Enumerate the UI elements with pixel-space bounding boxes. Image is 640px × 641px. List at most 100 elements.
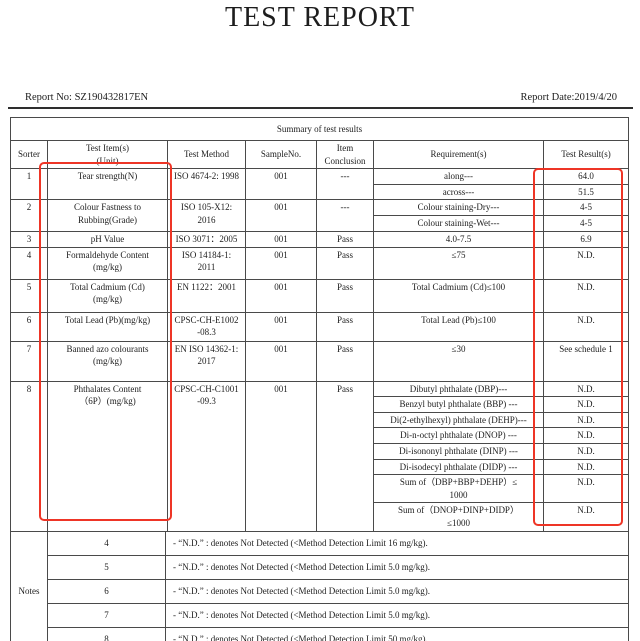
result-cell: N.D. [542, 311, 630, 342]
conclusion-cell: Pass [316, 311, 374, 342]
col-header-result: Test Result(s) [542, 139, 630, 170]
conclusion-cell: Pass [316, 340, 374, 382]
requirement-cell: ≤30 [373, 340, 544, 382]
requirement-cell: Di-n-octyl phthalate (DNOP) --- [373, 427, 544, 444]
requirement-cell: Colour staining-Dry--- [373, 199, 544, 216]
item-cell: Phthalates Content （6P）(mg/kg) [47, 380, 168, 532]
sample-cell: 001 [245, 340, 317, 382]
note-number: 4 [47, 530, 166, 556]
table-row: 5 Total Cadmium (Cd) (mg/kg) EN 1122：200… [10, 278, 630, 313]
note-number: 7 [47, 602, 166, 628]
requirement-cell: Di-isononyl phthalate (DINP) --- [373, 442, 544, 460]
col-header-sample: SampleNo. [245, 139, 317, 170]
table-row: Di-isononyl phthalate (DINP) --- N.D. [11, 442, 630, 460]
result-cell: N.D. [542, 442, 630, 460]
note-text: - “N.D.” : denotes Not Detected (<Method… [165, 530, 629, 556]
note-text: - “N.D.” : denotes Not Detected (<Method… [165, 554, 629, 580]
item-cell: Total Cadmium (Cd) (mg/kg) [47, 278, 168, 313]
sample-cell: 001 [245, 246, 317, 280]
sorter-cell: 1 [10, 168, 48, 201]
method-cell: EN 1122：2001 [167, 278, 246, 313]
table-row: 2 Colour Fastness to Rubbing(Grade) ISO … [10, 199, 630, 232]
notes-label: Notes [10, 530, 48, 641]
note-number: 6 [47, 578, 166, 604]
report-number: Report No: SZ190432817EN [25, 92, 149, 103]
result-cell: 6.9 [542, 230, 630, 248]
item-cell: Total Lead (Pb)(mg/kg) [47, 311, 168, 342]
result-cell: 51.5 [542, 183, 630, 201]
requirement-cell: Benzyl butyl phthalate (BBP) --- [373, 396, 544, 413]
sorter-cell: 7 [10, 340, 48, 382]
col-header-requirement: Requirement(s) [373, 139, 544, 170]
page-title: TEST REPORT [224, 2, 416, 33]
result-cell: See schedule 1 [542, 340, 630, 382]
table-row: 7 Banned azo colourants (mg/kg) EN ISO 1… [10, 340, 630, 382]
conclusion-cell: Pass [316, 246, 374, 280]
table-row: Di(2-ethylhexyl) phthalate (DEHP)--- N.D… [11, 411, 630, 429]
report-date: Report Date:2019/4/20 [520, 92, 617, 103]
table-row: across--- 51.5 [11, 183, 630, 201]
sample-cell: 001 [245, 199, 317, 232]
col-header-conclusion: Item Conclusion [316, 139, 374, 170]
note-row: 5 - “N.D.” : denotes Not Detected (<Meth… [11, 554, 629, 580]
sample-cell: 001 [245, 230, 317, 248]
note-text: - “N.D.” : denotes Not Detected (<Method… [165, 602, 629, 628]
conclusion-cell: Pass [316, 278, 374, 313]
requirement-cell: Di-isodecyl phthalate (DIDP) --- [373, 458, 544, 476]
sample-cell: 001 [245, 380, 317, 532]
requirement-cell: Sum of（DBP+BBP+DEHP）≤ 1000 [373, 474, 544, 504]
requirement-cell: along--- [373, 168, 544, 185]
col-header-method: Test Method [167, 139, 246, 170]
note-number: 5 [47, 554, 166, 580]
note-text: - “N.D.” : denotes Not Detected (<Method… [165, 626, 629, 641]
table-row: 6 Total Lead (Pb)(mg/kg) CPSC-CH-E1002 -… [10, 311, 630, 342]
result-cell: N.D. [542, 427, 630, 444]
note-row: 7 - “N.D.” : denotes Not Detected (<Meth… [11, 602, 629, 628]
col-header-item: Test Item(s) (Unit) [47, 139, 168, 170]
sorter-cell: 8 [10, 380, 48, 532]
col-header-sorter: Sorter [10, 139, 48, 170]
note-number: 8 [47, 626, 166, 641]
table-row: Sum of（DNOP+DINP+DIDP） ≤1000 N.D. [11, 502, 630, 532]
requirement-cell: across--- [373, 183, 544, 201]
method-cell: ISO 105-X12: 2016 [167, 199, 246, 232]
method-cell: ISO 3071：2005 [167, 230, 246, 248]
note-row: 6 - “N.D.” : denotes Not Detected (<Meth… [11, 578, 629, 604]
results-table-wrapper: Summary of test results Sorter Test Item… [9, 117, 630, 641]
conclusion-cell: Pass [316, 230, 374, 248]
requirement-cell: Colour staining-Wet--- [373, 214, 544, 232]
result-cell: N.D. [542, 474, 630, 504]
result-cell: N.D. [542, 502, 630, 532]
item-cell: Colour Fastness to Rubbing(Grade) [47, 199, 168, 232]
item-cell: pH Value [47, 230, 168, 248]
sorter-cell: 6 [10, 311, 48, 342]
result-cell: 64.0 [542, 168, 630, 185]
sample-cell: 001 [245, 168, 317, 201]
method-cell: ISO 14184-1: 2011 [167, 246, 246, 280]
result-cell: N.D. [542, 380, 630, 398]
summary-title: Summary of test results [9, 117, 630, 141]
sample-cell: 001 [245, 311, 317, 342]
result-cell: 4-5 [542, 199, 630, 216]
sample-cell: 001 [245, 278, 317, 313]
method-cell: EN ISO 14362-1: 2017 [167, 340, 246, 382]
result-cell: N.D. [542, 246, 630, 280]
sorter-cell: 4 [10, 246, 48, 280]
conclusion-cell: --- [316, 168, 374, 201]
sorter-cell: 3 [10, 230, 48, 248]
table-row: Sum of（DBP+BBP+DEHP）≤ 1000 N.D. [11, 474, 630, 504]
sorter-cell: 5 [10, 278, 48, 313]
table-row: Di-n-octyl phthalate (DNOP) --- N.D. [11, 427, 630, 444]
note-row: 8 - “N.D.” : denotes Not Detected (<Meth… [11, 626, 629, 641]
table-row: 8 Phthalates Content （6P）(mg/kg) CPSC-CH… [10, 380, 630, 532]
table-row: Benzyl butyl phthalate (BBP) --- N.D. [11, 396, 630, 413]
requirement-cell: Total Lead (Pb)≤100 [373, 311, 544, 342]
sorter-cell: 2 [10, 199, 48, 232]
requirement-cell: Di(2-ethylhexyl) phthalate (DEHP)--- [373, 411, 544, 429]
item-cell: Tear strength(N) [47, 168, 168, 201]
method-cell: CPSC-CH-E1002 -08.3 [167, 311, 246, 342]
result-cell: N.D. [542, 458, 630, 476]
result-cell: 4-5 [542, 214, 630, 232]
result-cell: N.D. [542, 411, 630, 429]
note-text: - “N.D.” : denotes Not Detected (<Method… [165, 578, 629, 604]
